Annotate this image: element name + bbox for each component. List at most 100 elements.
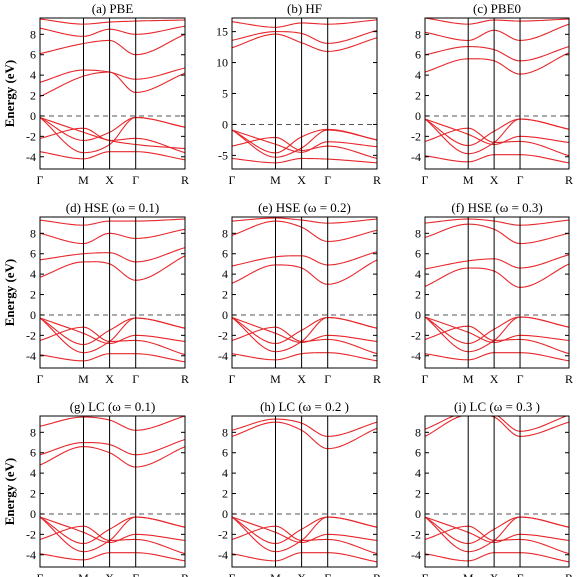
band-line-2 (40, 516, 185, 545)
k-point-label: Γ (37, 173, 44, 187)
y-tick-label: 2 (30, 487, 36, 501)
k-point-label: Γ (132, 372, 139, 386)
band-line-2 (40, 317, 185, 346)
band-line-3 (425, 316, 569, 353)
band-line-8 (40, 228, 185, 245)
bands-hse03 (425, 218, 569, 362)
y-tick-label: 4 (415, 68, 421, 82)
y-tick-label: 0 (30, 308, 36, 322)
y-tick-label: 2 (30, 89, 36, 103)
k-point-label: Γ (324, 173, 331, 187)
y-tick-label: 0 (222, 117, 228, 131)
y-axis-label: Energy (eV) (2, 60, 17, 128)
k-point-label: M (463, 372, 474, 386)
y-tick-label: -4 (26, 349, 36, 363)
band-line-8 (232, 220, 377, 243)
y-tick-label: -4 (411, 349, 421, 363)
y-tick-label: -4 (411, 548, 421, 562)
band-line-8 (40, 416, 185, 431)
y-tick-label: 6 (30, 48, 36, 62)
y-tick-label: 8 (415, 425, 421, 439)
band-line-4 (232, 525, 377, 555)
y-tick-label: 10 (216, 56, 228, 70)
y-tick-label: 8 (222, 425, 228, 439)
y-tick-label: 5 (222, 87, 228, 101)
k-point-label: Γ (517, 372, 524, 386)
y-tick-label: 8 (30, 27, 36, 41)
band-line-6 (232, 33, 377, 52)
y-tick-label: 4 (415, 466, 421, 480)
y-tick-label: 0 (222, 507, 228, 521)
k-point-label: X (490, 372, 499, 386)
panel-title: (d) HSE (ω = 0.1) (66, 200, 160, 215)
bands-hse02 (232, 217, 377, 362)
band-line-3 (232, 316, 377, 353)
y-tick-label: 15 (216, 25, 228, 39)
y-tick-label: 2 (415, 89, 421, 103)
k-point-label: R (373, 173, 381, 187)
band-line-5 (425, 552, 569, 563)
band-line-3 (425, 516, 569, 553)
y-tick-label: -2 (26, 129, 36, 143)
k-point-label: R (181, 571, 189, 577)
y-tick-label: 4 (222, 466, 228, 480)
band-line-5 (425, 352, 569, 362)
k-point-label: Γ (229, 173, 236, 187)
band-line-7 (232, 251, 377, 267)
y-tick-label: 2 (415, 288, 421, 302)
panel-pbe: -4 -2 0 2 4 6 8 Γ M X Γ R (a) PBE Energy (eV) (2, 1, 189, 187)
k-point-label: M (463, 571, 474, 577)
y-tick-label: 6 (30, 446, 36, 460)
k-point-label: Γ (422, 571, 429, 577)
band-line-4 (40, 127, 185, 154)
band-line-7 (425, 254, 569, 270)
y-tick-label: 6 (415, 446, 421, 460)
band-line-8 (425, 223, 569, 245)
y-tick-label: 4 (415, 267, 421, 281)
k-point-label: Γ (37, 571, 44, 577)
plot-frame (39, 415, 186, 568)
plot-frame (424, 17, 570, 170)
k-point-label: M (78, 173, 89, 187)
band-line-5 (425, 154, 569, 164)
k-point-label: R (373, 571, 381, 577)
panel-hse01: -4 -2 0 2 4 6 8 Γ M X Γ R (d) HSE (ω = 0.1) Energy (e… (2, 200, 189, 386)
panel-hse02: -4 -2 0 2 4 6 8 Γ M X Γ R (e) HSE (ω = 0.2) (218, 200, 381, 386)
k-point-label: M (78, 571, 89, 577)
k-point-label: Γ (229, 571, 236, 577)
y-tick-label: 2 (222, 288, 228, 302)
bands-pbe (40, 18, 185, 161)
band-line-7 (40, 247, 185, 263)
panel-title: (f) HSE (ω = 0.3) (451, 200, 542, 215)
k-point-label: Γ (132, 173, 139, 187)
band-line-3 (40, 317, 185, 354)
band-line-6 (40, 446, 185, 468)
k-point-label: X (105, 571, 114, 577)
k-point-label: R (565, 571, 573, 577)
band-line-4 (425, 325, 569, 355)
k-point-label: M (78, 372, 89, 386)
y-tick-label: -4 (26, 150, 36, 164)
y-tick-label: -2 (26, 328, 36, 342)
panel-title: (g) LC (ω = 0.1) (70, 399, 156, 414)
band-line-8 (40, 33, 185, 56)
k-point-label: R (181, 372, 189, 386)
y-tick-label: 8 (222, 226, 228, 240)
y-tick-label: 6 (30, 247, 36, 261)
k-point-label: M (270, 372, 281, 386)
panel-lc02: -4 -2 0 2 4 6 8 Γ M X Γ R (h) LC (ω = 0.2 ) (218, 399, 381, 577)
k-point-label: Γ (422, 173, 429, 187)
y-tick-label: 4 (30, 466, 36, 480)
band-line-9 (425, 18, 569, 25)
y-tick-label: 0 (415, 308, 421, 322)
band-line-9 (40, 25, 185, 37)
bands-pbe0 (425, 18, 569, 164)
band-line-3 (425, 118, 569, 155)
band-line-9 (425, 218, 569, 226)
y-tick-label: 6 (222, 247, 228, 261)
band-line-4 (40, 525, 185, 555)
k-point-label: X (297, 571, 306, 577)
band-line-3 (40, 516, 185, 553)
band-line-6 (40, 71, 185, 98)
y-tick-label: 4 (30, 267, 36, 281)
